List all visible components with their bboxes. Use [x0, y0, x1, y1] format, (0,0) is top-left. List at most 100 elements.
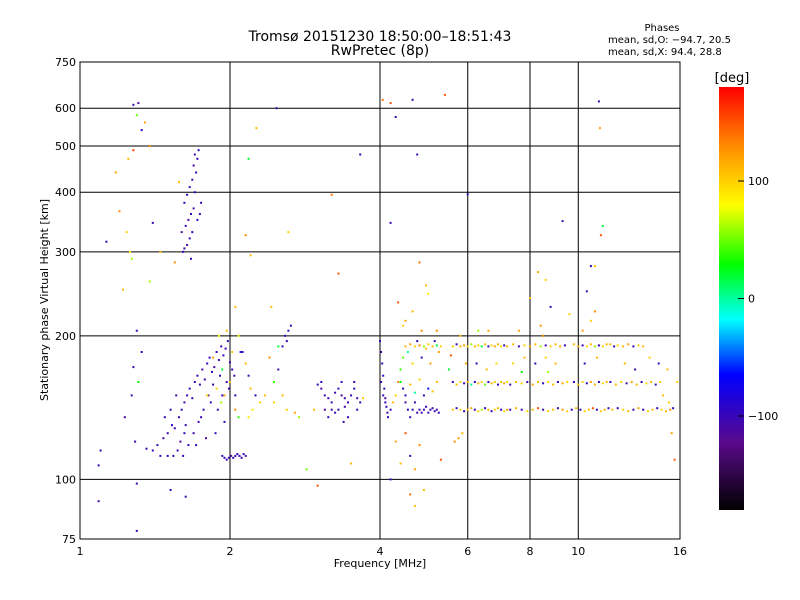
data-point — [122, 288, 124, 291]
data-point — [611, 408, 614, 411]
data-point — [184, 424, 187, 427]
data-point — [402, 387, 405, 390]
data-point — [272, 401, 275, 404]
data-point — [356, 397, 359, 400]
data-point — [509, 408, 512, 411]
data-point — [184, 495, 187, 498]
data-point — [411, 98, 414, 101]
data-point — [342, 420, 345, 423]
data-point — [229, 361, 231, 364]
data-point — [451, 381, 454, 383]
data-point — [359, 153, 362, 156]
data-point — [418, 344, 421, 347]
data-point — [480, 381, 483, 383]
data-point — [563, 344, 566, 347]
data-point — [593, 345, 596, 348]
data-point — [176, 449, 179, 452]
data-point — [418, 444, 421, 447]
data-point — [198, 213, 201, 215]
data-point — [650, 381, 653, 383]
data-point — [356, 408, 359, 411]
colorbar-tick-label: 100 — [748, 175, 769, 188]
data-point — [427, 411, 430, 414]
data-point — [132, 149, 135, 152]
data-point — [660, 408, 663, 411]
colorbar-tick-label: 0 — [748, 293, 755, 306]
data-point — [627, 410, 630, 413]
x-tick-label: 1 — [77, 545, 84, 558]
data-point — [135, 114, 138, 117]
data-point — [461, 432, 464, 435]
data-point — [464, 362, 467, 365]
data-point — [667, 401, 670, 404]
y-axis-label: Stationary phase Virtual Height [km] — [38, 199, 51, 401]
data-point — [135, 329, 138, 332]
data-point — [221, 394, 224, 397]
data-point — [572, 381, 575, 383]
data-point — [320, 387, 323, 390]
data-point — [431, 390, 434, 393]
data-point — [212, 356, 215, 359]
data-point — [320, 381, 323, 383]
x-tick-label: 6 — [464, 545, 471, 558]
data-point — [413, 345, 416, 348]
data-point — [517, 329, 520, 332]
data-point — [433, 410, 436, 413]
data-point — [549, 305, 552, 308]
data-point — [193, 191, 196, 194]
data-point — [188, 387, 191, 390]
data-point — [385, 405, 388, 408]
data-point — [575, 407, 578, 410]
data-point — [402, 356, 405, 359]
data-point — [418, 408, 421, 411]
data-point — [135, 482, 138, 485]
data-point — [186, 244, 189, 246]
data-point — [353, 381, 356, 383]
data-point — [607, 407, 610, 410]
data-point — [236, 453, 239, 456]
data-point — [506, 381, 509, 383]
data-point — [537, 271, 539, 274]
data-point — [523, 356, 526, 359]
data-point — [272, 381, 275, 383]
data-point — [313, 408, 316, 411]
data-point — [411, 362, 414, 365]
data-point — [484, 343, 487, 346]
data-point — [515, 407, 517, 410]
data-point — [183, 432, 186, 435]
data-point — [404, 345, 407, 348]
data-point — [182, 454, 185, 457]
data-point — [409, 383, 412, 386]
data-point — [323, 394, 326, 397]
data-point — [192, 207, 195, 210]
phases-line-x: mean, sd,X: 94.4, 28.8 — [608, 47, 722, 58]
data-point — [337, 408, 340, 411]
data-point — [470, 343, 473, 346]
data-point — [227, 387, 230, 390]
data-point — [215, 387, 218, 390]
data-point — [656, 407, 659, 410]
data-point — [187, 444, 190, 447]
data-point — [334, 411, 337, 414]
data-point — [554, 362, 557, 365]
data-point — [503, 410, 506, 413]
data-point — [429, 362, 432, 365]
data-point — [435, 381, 438, 383]
data-point — [466, 381, 469, 383]
data-point — [581, 329, 584, 332]
data-point — [429, 408, 432, 411]
data-point — [389, 221, 392, 224]
data-point — [188, 186, 191, 189]
data-point — [579, 408, 582, 411]
data-point — [225, 329, 228, 332]
data-point — [384, 401, 387, 404]
data-point — [503, 344, 506, 347]
y-tick-label: 75 — [62, 533, 76, 546]
data-point — [453, 440, 456, 443]
data-point — [463, 344, 466, 347]
data-point — [427, 387, 430, 390]
data-point — [127, 157, 130, 160]
data-point — [263, 394, 266, 397]
data-point — [537, 381, 539, 383]
data-point — [281, 394, 284, 397]
